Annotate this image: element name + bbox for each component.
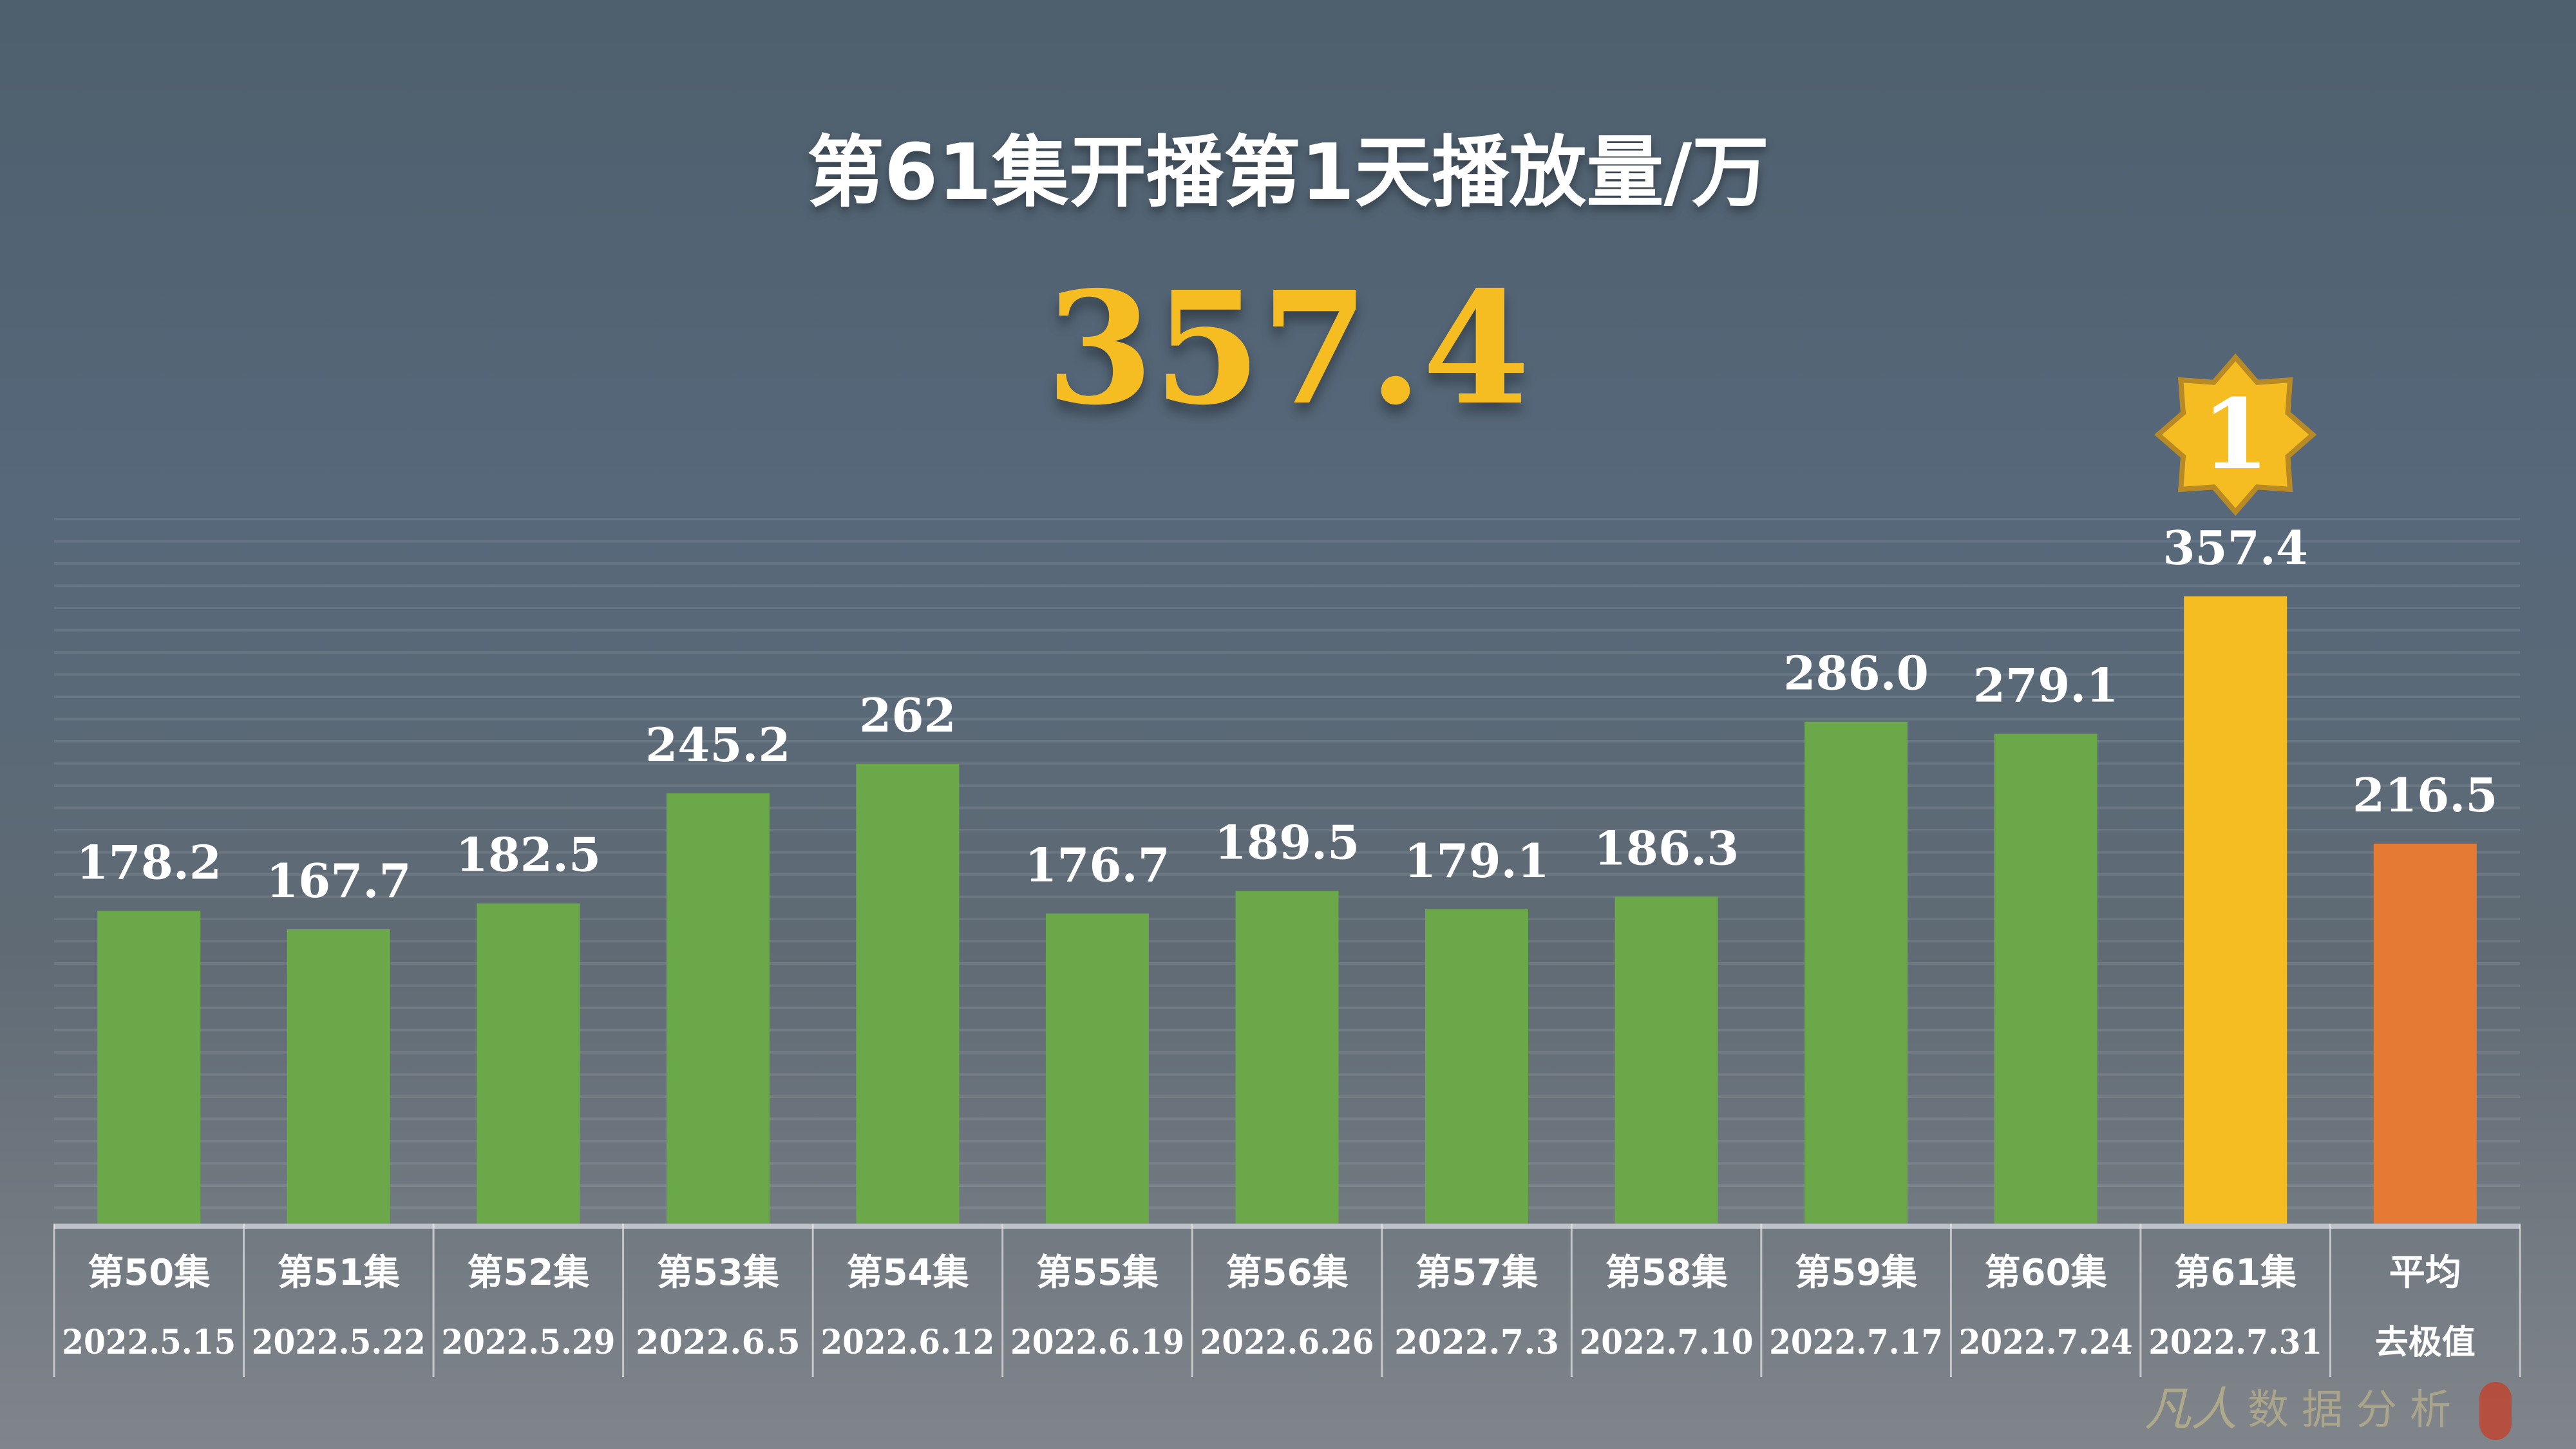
bar <box>1994 734 2098 1224</box>
date-label: 2022.6.19 <box>1010 1323 1184 1362</box>
category-label: 第54集 <box>846 1252 969 1294</box>
date-label: 2022.7.3 <box>1394 1323 1559 1362</box>
category-label: 平均 <box>2389 1252 2461 1294</box>
bar <box>1235 891 1339 1224</box>
date-label: 2022.5.29 <box>441 1323 615 1362</box>
category-label: 第53集 <box>657 1252 779 1294</box>
data-label: 182.5 <box>456 828 601 882</box>
data-label: 186.3 <box>1594 820 1739 875</box>
category-label: 第57集 <box>1416 1252 1538 1294</box>
data-label: 189.5 <box>1215 815 1359 870</box>
chart-title: 第61集开播第1天播放量/万 <box>806 128 1770 218</box>
seal-logo <box>2479 1382 2512 1440</box>
bar <box>666 793 770 1224</box>
data-label: 357.4 <box>2163 520 2307 575</box>
date-label: 2022.7.31 <box>2148 1323 2322 1362</box>
watermark-text: 数据分析 <box>2248 1387 2464 1434</box>
bar <box>2184 596 2287 1224</box>
category-label: 第51集 <box>278 1252 400 1294</box>
category-label: 第55集 <box>1036 1252 1159 1294</box>
bar <box>2373 844 2477 1224</box>
bar <box>477 903 580 1224</box>
highlight-value: 357.4 <box>1046 258 1530 439</box>
rank-badge-text: 1 <box>2202 378 2269 491</box>
date-label: 2022.6.12 <box>820 1323 994 1362</box>
category-label: 第61集 <box>2174 1252 2297 1294</box>
date-label: 2022.5.15 <box>62 1323 236 1362</box>
data-label: 216.5 <box>2353 768 2497 822</box>
date-label: 2022.7.17 <box>1769 1323 1943 1362</box>
category-label: 第59集 <box>1795 1252 1917 1294</box>
bar <box>856 764 960 1224</box>
bar <box>1615 896 1718 1224</box>
date-label: 2022.7.24 <box>1959 1323 2133 1362</box>
date-label: 2022.5.22 <box>252 1323 426 1362</box>
watermark-logo: 凡人 <box>2145 1382 2238 1436</box>
data-label: 178.2 <box>77 835 222 889</box>
date-label: 2022.7.10 <box>1580 1323 1754 1362</box>
data-label: 262 <box>859 688 956 743</box>
data-label: 167.7 <box>266 853 411 908</box>
data-label: 176.7 <box>1025 837 1170 892</box>
category-label: 第56集 <box>1226 1252 1349 1294</box>
category-label: 第50集 <box>88 1252 210 1294</box>
bar <box>1804 721 1908 1224</box>
date-label: 2022.6.5 <box>636 1323 800 1362</box>
bar <box>97 911 201 1224</box>
date-label: 去极值 <box>2375 1323 2476 1362</box>
bar <box>1045 913 1149 1224</box>
data-label: 279.1 <box>1973 658 2118 712</box>
data-label: 179.1 <box>1404 833 1549 888</box>
category-label: 第60集 <box>1985 1252 2107 1294</box>
x-axis-line <box>54 1224 2520 1229</box>
data-label: 286.0 <box>1783 646 1928 701</box>
bar <box>1425 909 1529 1224</box>
bar <box>287 929 390 1224</box>
rank-badge-icon <box>2154 353 2317 516</box>
category-label: 第58集 <box>1605 1252 1728 1294</box>
data-label: 245.2 <box>645 717 790 772</box>
date-label: 2022.6.26 <box>1200 1323 1374 1362</box>
category-label: 第52集 <box>467 1252 589 1294</box>
